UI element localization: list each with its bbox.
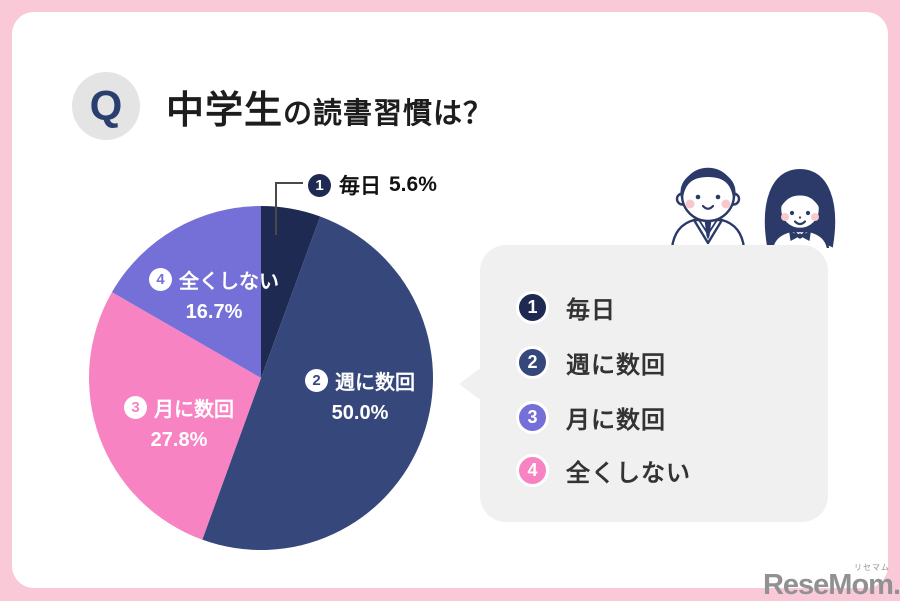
- pie-slice-全くしない: [111, 206, 262, 378]
- pie-chart: 2 週に数回 50.0% 3 月に数回 27.8% 4 全くしない 16.7%: [89, 206, 433, 550]
- slice-label-text: 週に数回: [335, 372, 415, 394]
- page-title: 中学生 の読書習慣は？: [166, 79, 493, 134]
- callout-line: [275, 182, 303, 235]
- title-main: 中学生: [166, 89, 284, 132]
- student-characters: [662, 150, 842, 248]
- legend-label: 月に数回: [566, 407, 666, 434]
- resemom-logo: リセマム ReseMom.: [754, 562, 900, 600]
- slice-value: 27.8%: [150, 429, 208, 451]
- legend-item-weekly: 2 週に数回: [516, 345, 666, 380]
- infographic-card: Q 中学生 の読書習慣は？ 2 週に数回 50.0% 3 月に数回 27.8% …: [12, 12, 900, 600]
- number-1-icon: 1: [516, 291, 549, 324]
- slice-label-text: 毎日: [339, 175, 381, 198]
- number-1-icon: 1: [308, 173, 331, 197]
- bubble-pointer-icon: [459, 367, 482, 401]
- boy-student-icon: [670, 167, 746, 248]
- slice-value: 50.0%: [331, 402, 389, 424]
- slice-label-weekly: 2 週に数回 50.0%: [290, 366, 430, 425]
- pie-slice-毎日: [261, 206, 321, 378]
- slice-label-never: 4 全くしない 16.7%: [146, 265, 282, 324]
- slice-label-daily: 1 毎日 5.6%: [308, 170, 437, 200]
- slice-value: 5.6%: [389, 173, 437, 196]
- slice-label-text: 全くしない: [179, 271, 279, 293]
- pie-slice-月に数回: [89, 292, 262, 540]
- number-2-icon: 2: [516, 346, 549, 379]
- girl-student-icon: [764, 168, 836, 248]
- legend-label: 全くしない: [566, 460, 691, 487]
- slice-label-text: 月に数回: [154, 399, 234, 421]
- number-2-icon: 2: [305, 369, 328, 392]
- logo-furigana: リセマム: [854, 563, 890, 572]
- number-3-icon: 3: [124, 396, 147, 419]
- logo-text: ReseMom.: [762, 569, 900, 601]
- q-badge: Q: [72, 72, 140, 140]
- slice-value: 16.7%: [185, 301, 243, 323]
- number-4-icon: 4: [516, 454, 549, 487]
- question-header: Q 中学生 の読書習慣は？: [72, 72, 493, 140]
- slice-label-monthly: 3 月に数回 27.8%: [115, 393, 243, 452]
- legend-item-daily: 1 毎日: [516, 290, 616, 325]
- answer-legend-bubble: 1 毎日 2 週に数回 3 月に数回 4 全くしない: [459, 245, 828, 522]
- title-rest: の読書習慣は？: [283, 97, 494, 130]
- legend-item-monthly: 3 月に数回: [516, 400, 666, 435]
- pie-chart-svg: [89, 206, 433, 550]
- legend-item-never: 4 全くしない: [516, 453, 691, 488]
- number-3-icon: 3: [516, 401, 549, 434]
- number-4-icon: 4: [149, 268, 172, 291]
- q-badge-letter: Q: [89, 82, 123, 129]
- legend-label: 週に数回: [566, 352, 666, 379]
- legend-label: 毎日: [566, 297, 616, 324]
